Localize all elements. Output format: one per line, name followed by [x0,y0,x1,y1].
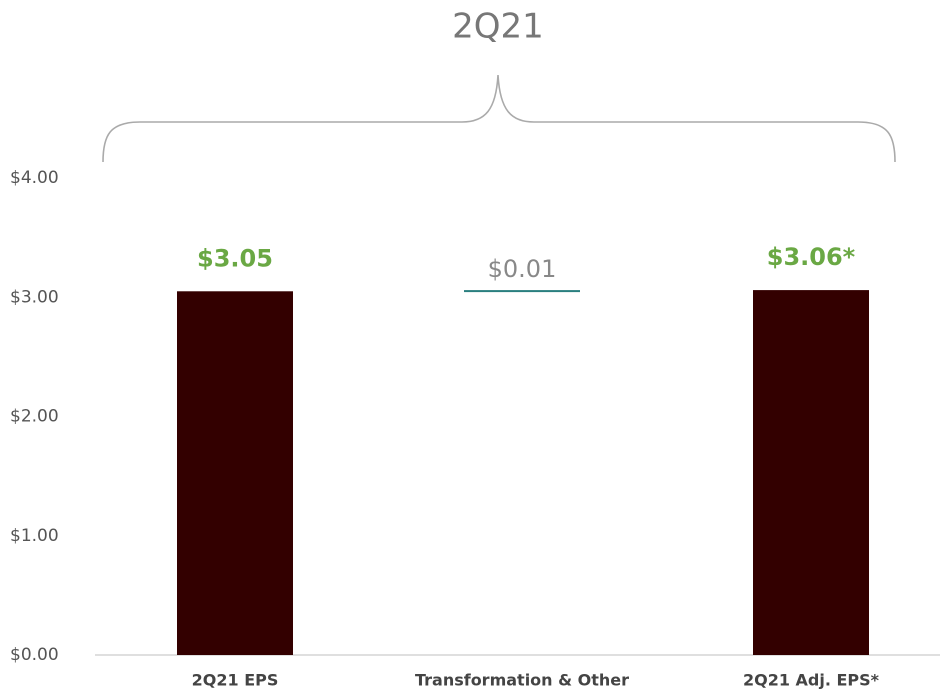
x-tick-label: 2Q21 EPS [192,671,279,690]
y-tick-label: $4.00 [10,168,59,188]
y-tick-label: $3.00 [10,287,59,307]
chart-title: 2Q21 [452,7,544,47]
x-tick-label: Transformation & Other [415,671,629,690]
x-tick-label: 2Q21 Adj. EPS* [743,671,880,690]
bar [177,291,293,655]
value-label: $0.01 [488,255,557,283]
y-tick-label: $1.00 [10,526,59,546]
y-tick-label: $2.00 [10,407,59,427]
delta-bar [464,290,580,293]
value-label: $3.05 [197,244,273,272]
value-label: $3.06* [767,243,856,271]
y-tick-label: $0.00 [10,645,59,665]
bar [753,290,869,655]
brace [102,74,896,163]
